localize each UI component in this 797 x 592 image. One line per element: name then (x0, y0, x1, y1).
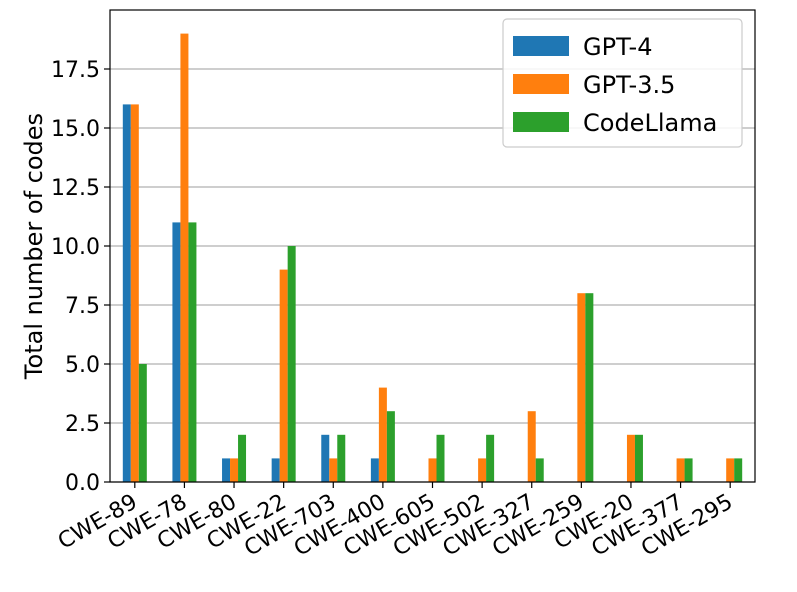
bar (172, 222, 181, 482)
bar (138, 364, 147, 482)
x-axis-ticks: CWE-89CWE-78CWE-80CWE-22CWE-703CWE-400CW… (54, 482, 737, 562)
bar (279, 269, 288, 482)
bar (577, 293, 586, 482)
bar (428, 458, 437, 482)
bar (321, 434, 330, 482)
y-tick-label: 17.5 (51, 58, 100, 83)
bar (222, 458, 231, 482)
bar (585, 293, 594, 482)
bar (122, 104, 131, 483)
bar (370, 458, 379, 482)
bar (180, 33, 189, 482)
y-tick-label: 10.0 (51, 235, 100, 260)
legend-swatch (513, 36, 569, 56)
y-tick-label: 0.0 (65, 471, 100, 496)
y-axis-label: Total number of codes (20, 113, 48, 380)
bar (478, 458, 487, 482)
bar (337, 434, 346, 482)
bar (486, 434, 495, 482)
bar (634, 434, 643, 482)
bar (130, 104, 139, 483)
bar (329, 458, 338, 482)
bar (188, 222, 197, 482)
legend-swatch (513, 112, 569, 132)
legend-label: GPT-4 (583, 33, 652, 61)
legend-label: CodeLlama (583, 109, 717, 137)
legend: GPT-4 GPT-3.5 CodeLlama (502, 18, 743, 148)
y-tick-label: 15.0 (51, 117, 100, 142)
bar (436, 434, 445, 482)
bar (378, 387, 387, 482)
y-tick-label: 5.0 (65, 353, 100, 378)
bar (287, 246, 296, 482)
bar (684, 458, 693, 482)
bar (626, 434, 635, 482)
y-tick-label: 7.5 (65, 294, 100, 319)
bar (527, 411, 536, 482)
bar (230, 458, 239, 482)
legend-label: GPT-3.5 (583, 71, 675, 99)
bar (726, 458, 735, 482)
y-axis-ticks: 0.0 2.5 5.0 7.5 10.0 12.5 15.0 17.5 (51, 58, 110, 496)
bar (734, 458, 743, 482)
bars (122, 33, 743, 483)
bar (386, 411, 395, 482)
bar (676, 458, 685, 482)
bar (271, 458, 280, 482)
gridlines (110, 68, 755, 483)
y-tick-label: 2.5 (65, 412, 100, 437)
bar (238, 434, 247, 482)
y-tick-label: 12.5 (51, 176, 100, 201)
legend-swatch (513, 74, 569, 94)
bar (535, 458, 544, 482)
